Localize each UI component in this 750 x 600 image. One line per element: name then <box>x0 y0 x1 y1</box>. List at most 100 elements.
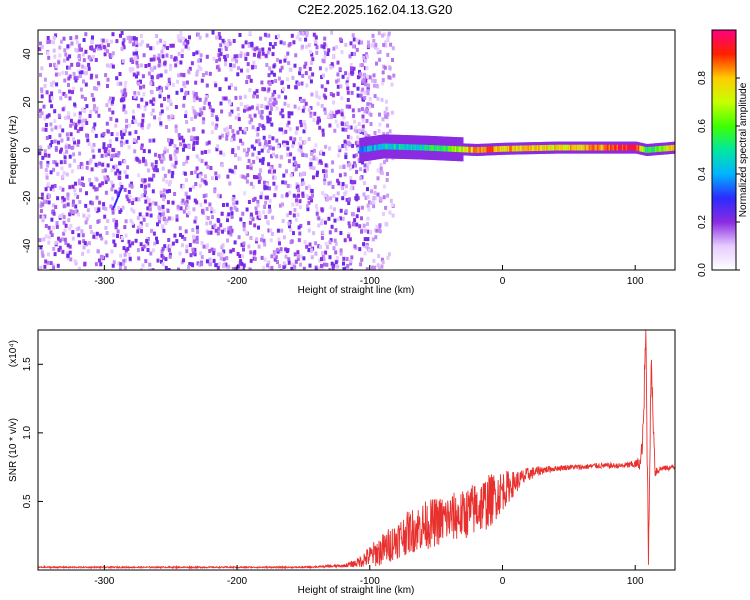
signal-cell <box>533 145 536 151</box>
noise-cell <box>281 180 285 185</box>
noise-cell <box>329 196 333 201</box>
noise-cell <box>51 203 55 208</box>
noise-cell <box>144 159 148 164</box>
noise-cell <box>363 237 367 242</box>
signal-cell <box>426 144 429 151</box>
noise-cell <box>89 109 93 114</box>
noise-cell <box>215 115 219 120</box>
noise-cell <box>104 180 108 185</box>
noise-cell <box>105 121 109 126</box>
noise-cell <box>267 47 271 52</box>
noise-cell <box>89 75 93 80</box>
noise-cell <box>39 146 43 151</box>
noise-cell <box>137 256 141 261</box>
noise-cell <box>154 164 158 169</box>
noise-cell <box>258 158 262 163</box>
noise-cell <box>315 50 319 55</box>
noise-cell <box>112 260 116 265</box>
noise-cell <box>69 118 73 123</box>
noise-cell <box>142 217 146 222</box>
noise-cell <box>121 59 125 64</box>
noise-cell <box>40 44 44 49</box>
noise-cell <box>97 113 101 118</box>
noise-cell <box>240 261 244 266</box>
noise-cell <box>83 97 87 101</box>
noise-cell <box>179 60 183 65</box>
noise-cell <box>128 183 132 188</box>
noise-cell <box>273 90 277 95</box>
signal-cell <box>570 144 573 151</box>
noise-cell <box>214 83 218 88</box>
noise-cell <box>386 255 390 260</box>
noise-cell <box>279 247 283 252</box>
noise-cell <box>39 203 43 208</box>
noise-cell <box>310 255 314 260</box>
noise-cell <box>111 263 115 268</box>
noise-cell <box>248 88 252 93</box>
noise-cell <box>339 251 343 256</box>
noise-cell <box>266 115 270 120</box>
noise-cell <box>97 258 101 263</box>
noise-cell <box>105 49 109 54</box>
noise-cell <box>166 200 170 205</box>
noise-cell <box>140 178 144 183</box>
noise-cell <box>358 128 362 133</box>
noise-cell <box>74 122 78 127</box>
noise-cell <box>165 218 169 223</box>
noise-cell <box>290 111 294 116</box>
noise-cell <box>350 70 353 75</box>
noise-cell <box>341 196 345 201</box>
noise-cell <box>177 73 181 78</box>
noise-cell <box>241 174 245 179</box>
noise-cell <box>268 82 272 86</box>
noise-cell <box>362 77 366 82</box>
noise-cell <box>164 265 168 270</box>
noise-cell <box>270 70 274 75</box>
noise-cell <box>364 132 368 137</box>
noise-cell <box>340 50 344 55</box>
noise-cell <box>50 140 54 144</box>
signal-cell <box>563 144 566 151</box>
noise-cell <box>151 248 155 253</box>
noise-cell <box>268 145 272 150</box>
noise-cell <box>114 171 118 176</box>
signal-cell <box>669 145 672 151</box>
noise-cell <box>287 61 291 66</box>
signal-cell <box>509 145 512 152</box>
noise-cell <box>223 127 227 132</box>
noise-cell <box>235 54 239 59</box>
noise-cell <box>358 69 361 74</box>
noise-cell <box>320 44 324 49</box>
signal-cell <box>513 145 516 152</box>
noise-cell <box>55 162 59 167</box>
noise-cell <box>239 51 243 56</box>
noise-cell <box>200 241 204 245</box>
noise-cell <box>285 140 288 145</box>
noise-cell <box>366 187 369 192</box>
noise-cell <box>270 79 274 84</box>
noise-cell <box>170 163 174 168</box>
noise-cell <box>61 249 65 254</box>
noise-cell <box>257 138 261 143</box>
noise-cell <box>144 199 148 204</box>
signal-cell <box>546 144 549 151</box>
noise-cell <box>147 183 151 188</box>
noise-cell <box>389 198 393 203</box>
y-tick-label: -40 <box>22 238 33 253</box>
noise-cell <box>349 261 353 266</box>
signal-cell <box>503 145 506 152</box>
noise-cell <box>313 111 317 116</box>
noise-cell <box>69 223 73 228</box>
noise-cell <box>151 99 155 104</box>
noise-cell <box>174 105 178 109</box>
noise-cell <box>323 178 327 183</box>
noise-cell <box>317 216 321 221</box>
noise-cell <box>204 71 208 76</box>
signal-cell <box>507 145 510 152</box>
noise-cell <box>278 127 282 132</box>
noise-cell <box>192 127 196 132</box>
noise-cell <box>295 194 299 199</box>
noise-cell <box>255 106 259 111</box>
noise-cell <box>178 251 182 256</box>
noise-cell <box>219 223 223 228</box>
